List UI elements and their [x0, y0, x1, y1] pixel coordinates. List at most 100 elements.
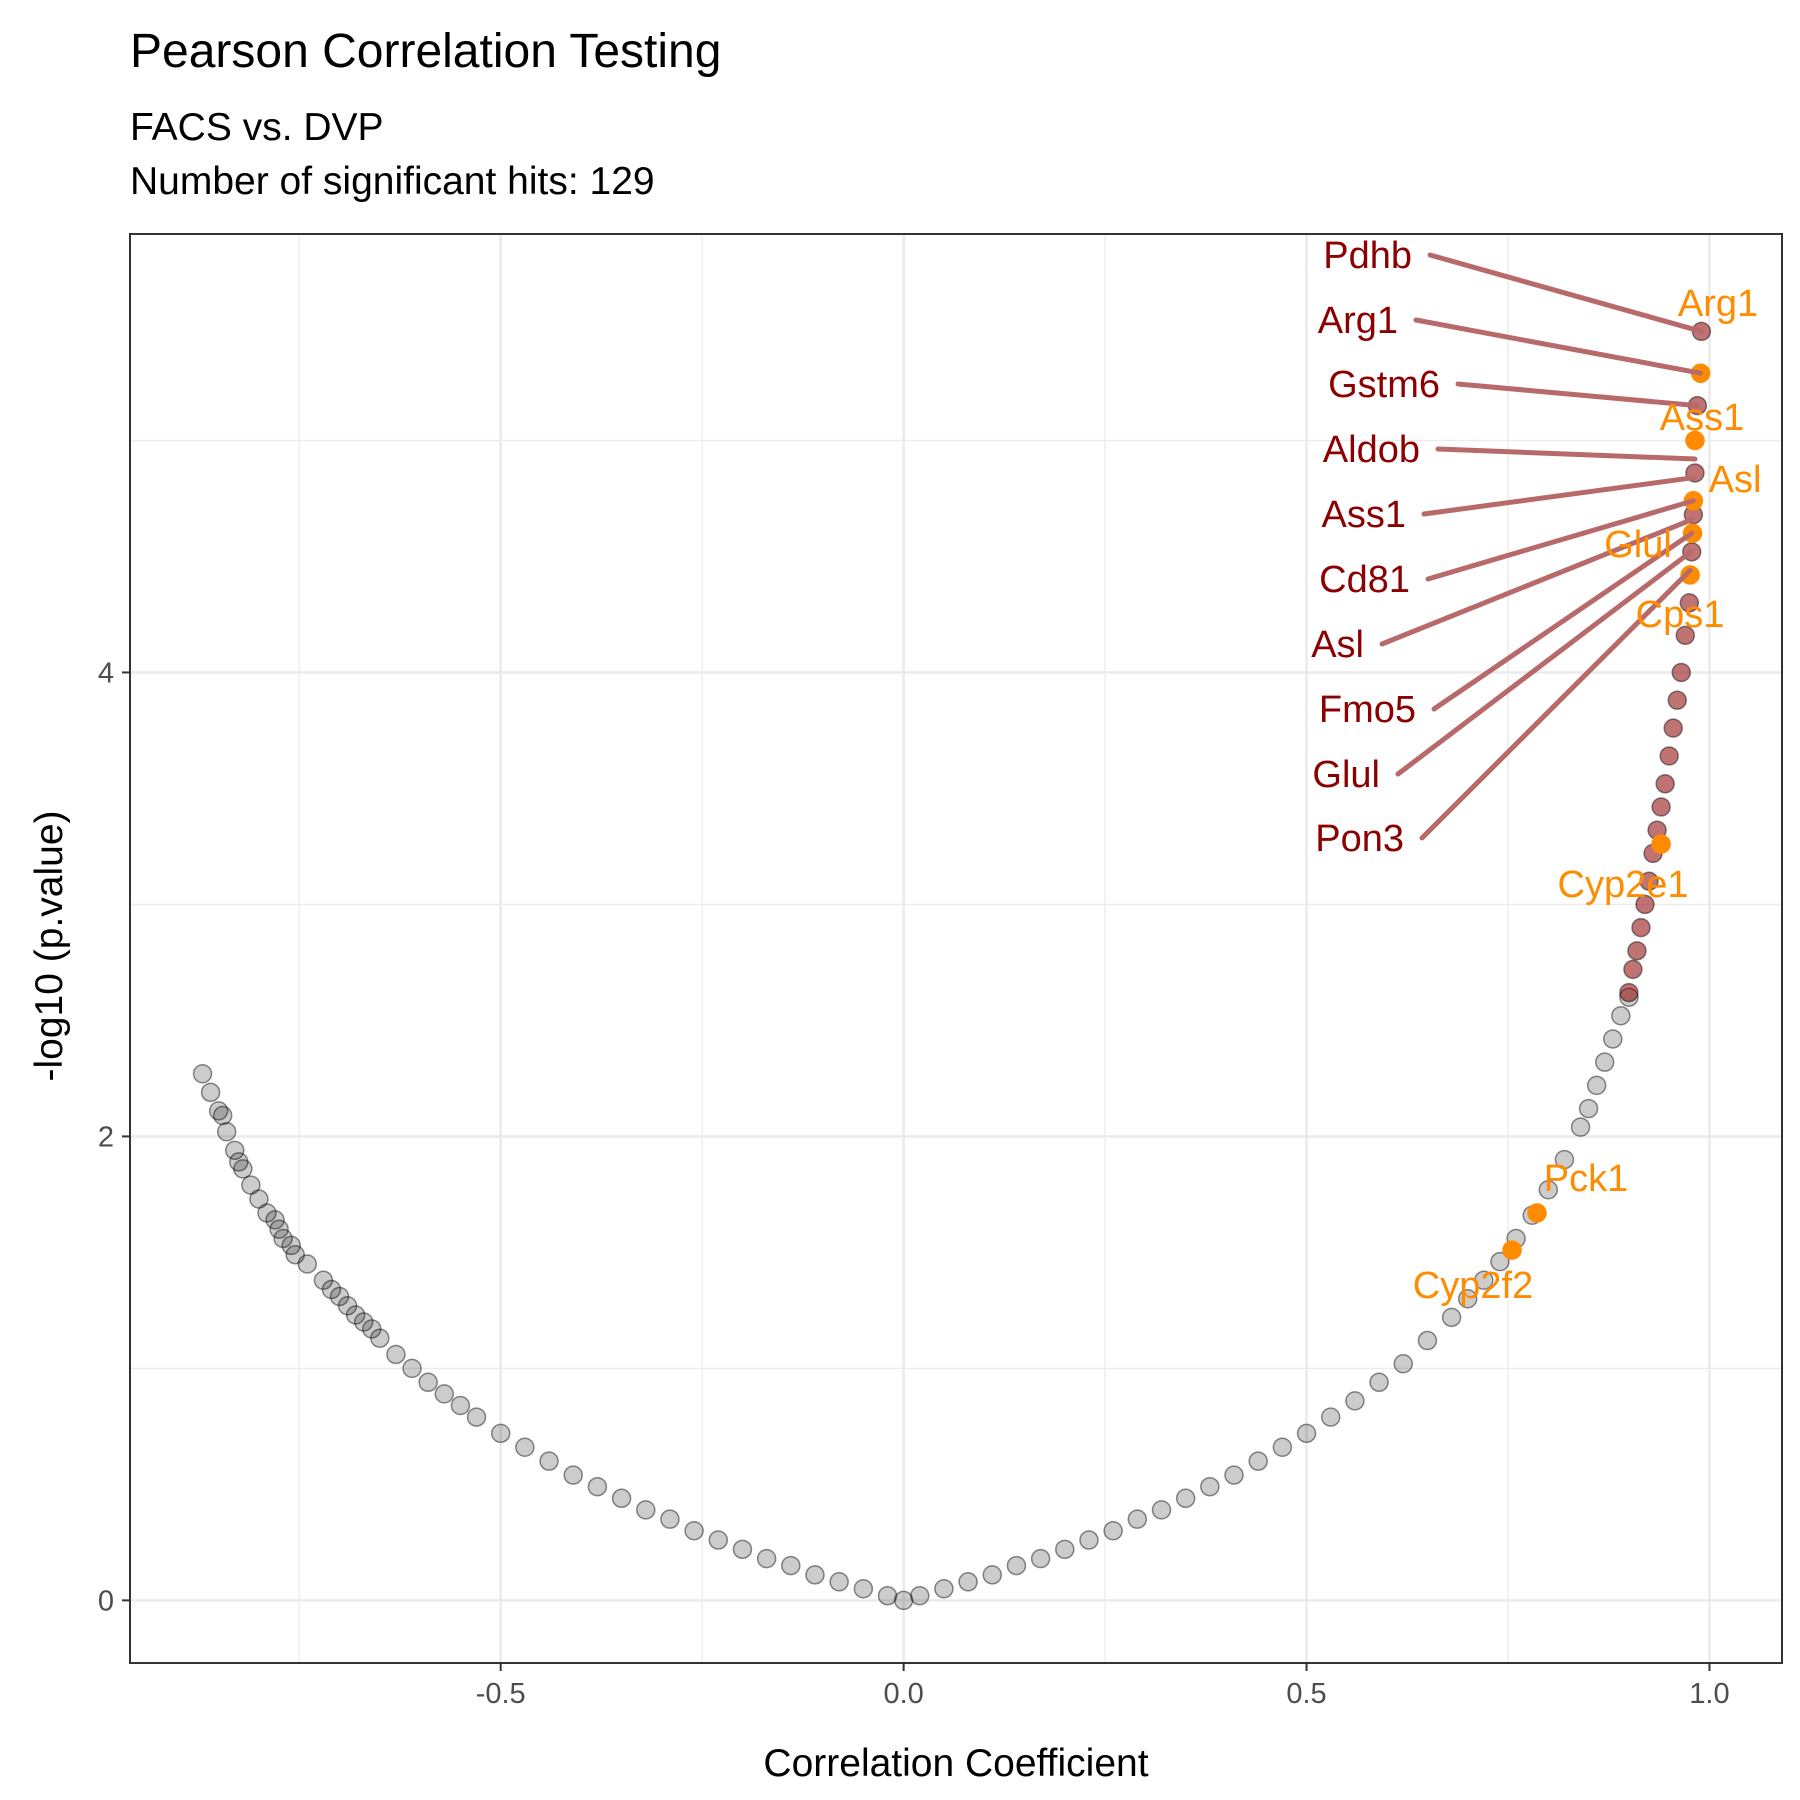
non-significant-point: [362, 1319, 382, 1339]
label-connector: [1421, 475, 1697, 517]
significant-point: [1651, 797, 1671, 817]
highlighted-point: [1502, 1240, 1522, 1260]
y-tick-label: 4: [98, 657, 114, 689]
non-significant-point: [353, 1312, 374, 1332]
non-significant-point: [249, 1189, 269, 1209]
label-connector: [1455, 381, 1700, 409]
non-significant-point: [1393, 1353, 1413, 1374]
non-significant-point: [285, 1244, 305, 1265]
highlighted-gene-label: Glul: [1604, 524, 1672, 566]
non-significant-point: [1272, 1437, 1293, 1458]
non-significant-point: [539, 1451, 559, 1471]
data-points: [192, 321, 1712, 1611]
label-connector: [1431, 530, 1695, 712]
non-significant-point: [934, 1579, 954, 1599]
x-tick-label: 1.0: [1689, 1678, 1729, 1710]
non-significant-point: [229, 1152, 249, 1172]
significant-point: [1635, 894, 1655, 915]
non-significant-point: [212, 1105, 233, 1126]
x-tick-label: 0.5: [1286, 1678, 1326, 1710]
non-significant-point: [805, 1565, 825, 1585]
significant-point: [1671, 662, 1692, 683]
significant-point: [1675, 625, 1696, 646]
non-significant-point: [684, 1521, 704, 1541]
non-significant-point: [269, 1219, 289, 1239]
highlighted-point: [1527, 1203, 1547, 1223]
non-significant-point: [1554, 1149, 1575, 1170]
significant-gene-label: Pdhb: [1323, 235, 1412, 277]
non-significant-point: [1006, 1555, 1027, 1576]
non-significant-point: [1103, 1521, 1123, 1541]
non-significant-point: [200, 1082, 221, 1103]
x-axis-title: Correlation Coefficient: [763, 1742, 1148, 1785]
label-connector: [1413, 317, 1704, 376]
non-significant-point: [1345, 1391, 1365, 1411]
significant-gene-label: Cd81: [1319, 559, 1410, 601]
significant-point: [1655, 774, 1675, 794]
non-significant-point: [1079, 1530, 1099, 1550]
non-significant-point: [563, 1465, 583, 1485]
non-significant-point: [958, 1572, 978, 1592]
label-connectors: [1379, 252, 1704, 841]
label-connector: [1425, 498, 1696, 582]
non-significant-point: [386, 1344, 406, 1365]
axes: -0.5 0.0 0.5 1.0 0 2 4: [98, 657, 1730, 1710]
non-significant-point: [1151, 1500, 1172, 1520]
non-significant-point: [434, 1384, 455, 1404]
non-significant-point: [297, 1254, 318, 1274]
non-significant-point: [490, 1423, 511, 1444]
non-significant-point: [273, 1228, 293, 1249]
non-significant-point: [1441, 1307, 1462, 1328]
significant-point: [1639, 871, 1659, 891]
non-significant-point: [982, 1565, 1003, 1585]
plot-area: [130, 234, 1782, 1663]
significant-point: [1631, 917, 1651, 938]
significant-gene-label: Pon3: [1315, 818, 1404, 860]
non-significant-point: [281, 1235, 301, 1256]
non-significant-point: [370, 1328, 390, 1348]
significant-point: [1679, 593, 1700, 613]
non-significant-point: [1127, 1509, 1148, 1529]
point-labels: Pdhb Arg1 Gstm6 Aldob Ass1 Cd81 Asl Fmo5 Glul Pon…: [1311, 235, 1761, 1307]
highlighted-gene-label: Cyp2f2: [1413, 1265, 1533, 1307]
non-significant-point: [1457, 1289, 1478, 1309]
plot-background: [130, 234, 1782, 1663]
label-connector: [1395, 549, 1694, 777]
non-significant-point: [1490, 1251, 1510, 1272]
label-connector: [1419, 567, 1693, 841]
non-significant-point: [241, 1175, 261, 1195]
non-significant-point: [329, 1286, 350, 1307]
non-significant-point: [1474, 1270, 1494, 1290]
non-significant-point: [1594, 1052, 1615, 1072]
non-significant-point: [1175, 1488, 1196, 1509]
highlighted-gene-label: Cps1: [1636, 594, 1725, 636]
non-significant-point: [611, 1488, 632, 1509]
highlighted-gene-label: Asl: [1709, 459, 1762, 501]
non-significant-point: [1296, 1423, 1317, 1444]
highlighted-gene-label: Ass1: [1660, 397, 1744, 439]
non-significant-point: [1417, 1330, 1438, 1351]
non-significant-point: [829, 1572, 849, 1592]
highlighted-point: [1685, 430, 1705, 451]
non-significant-point: [402, 1358, 422, 1379]
non-significant-point: [909, 1585, 930, 1606]
significant-gene-label: Fmo5: [1319, 689, 1416, 731]
label-connector: [1427, 252, 1704, 334]
significant-gene-label: Arg1: [1318, 300, 1398, 342]
non-significant-point: [192, 1064, 213, 1084]
non-significant-point: [1030, 1548, 1051, 1569]
non-significant-point: [450, 1395, 471, 1416]
chart-subtitle-line-2: Number of significant hits: 129: [130, 160, 655, 203]
non-significant-point: [732, 1539, 753, 1560]
non-significant-point: [1586, 1075, 1607, 1096]
non-significant-point: [345, 1305, 366, 1325]
non-significant-point: [216, 1122, 237, 1142]
significant-point: [1627, 941, 1647, 961]
chart-subtitle-line-1: FACS vs. DVP: [130, 106, 384, 149]
highlighted-gene-label: Pck1: [1544, 1158, 1628, 1200]
highlighted-gene-label: Arg1: [1678, 283, 1758, 325]
significant-gene-label: Asl: [1311, 624, 1364, 666]
non-significant-point: [265, 1210, 285, 1230]
non-significant-point: [233, 1159, 253, 1179]
